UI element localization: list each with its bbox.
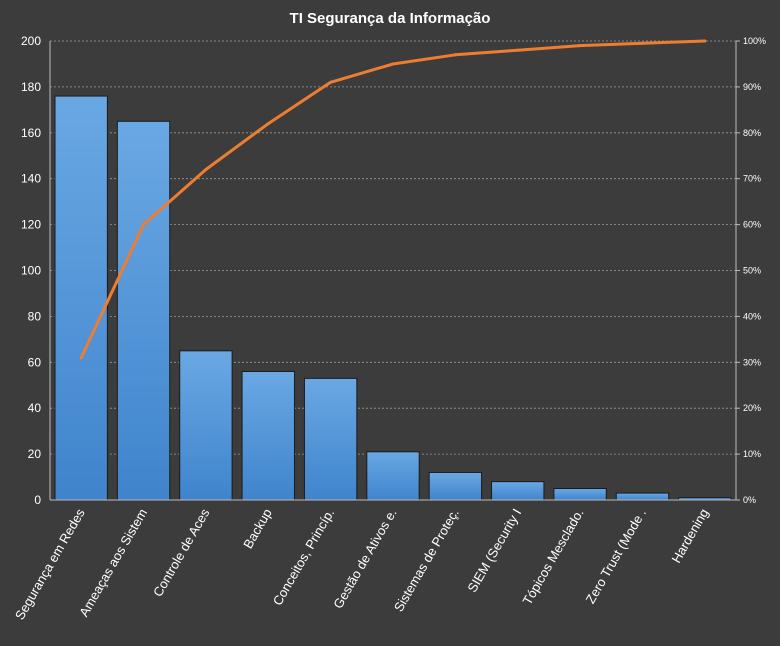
y2-tick-label: 10% bbox=[743, 449, 761, 459]
line-point bbox=[453, 53, 457, 57]
y2-tick-label: 0% bbox=[743, 495, 756, 505]
line-point bbox=[391, 62, 395, 66]
line-point bbox=[204, 168, 208, 172]
x-category-label: Hardening bbox=[668, 506, 711, 565]
x-category-label: Tópicos Mesclado. bbox=[520, 506, 587, 607]
y-tick-label: 0 bbox=[34, 493, 41, 507]
y-tick-label: 120 bbox=[21, 218, 41, 232]
bar bbox=[615, 492, 670, 501]
line-point bbox=[329, 80, 333, 84]
x-category-label: Sistemas de Proteç. bbox=[391, 506, 462, 614]
y2-tick-label: 90% bbox=[743, 82, 761, 92]
y-tick-label: 40 bbox=[28, 401, 42, 415]
bar bbox=[428, 471, 483, 501]
line-point bbox=[703, 39, 707, 43]
line-point bbox=[578, 44, 582, 48]
y-tick-label: 60 bbox=[28, 355, 42, 369]
x-category-label: Conceitos, Princíp. bbox=[270, 506, 338, 608]
y2-tick-label: 30% bbox=[743, 357, 761, 367]
cumulative-line bbox=[79, 39, 707, 360]
bar bbox=[491, 481, 545, 501]
x-category-label: Backup bbox=[240, 506, 275, 551]
y-tick-label: 140 bbox=[21, 172, 41, 186]
y2-tick-label: 40% bbox=[743, 311, 761, 321]
x-category-label: Segurança em Redes bbox=[12, 506, 88, 623]
line-point bbox=[516, 48, 520, 52]
y-tick-label: 100 bbox=[21, 264, 41, 278]
bar bbox=[116, 120, 171, 501]
y-tick-label: 80 bbox=[28, 309, 42, 323]
y2-tick-label: 100% bbox=[743, 36, 766, 46]
y2-tick-label: 80% bbox=[743, 128, 761, 138]
y2-tick-label: 70% bbox=[743, 174, 761, 184]
bar bbox=[54, 95, 108, 501]
x-category-label: Controle de Aces bbox=[150, 506, 213, 600]
line-point bbox=[640, 41, 644, 45]
x-category-label: Gestão de Ativos e. bbox=[330, 506, 399, 611]
y-tick-label: 160 bbox=[21, 126, 41, 140]
bar bbox=[303, 377, 358, 501]
x-category-label: Zero Trust (Mode . bbox=[583, 506, 649, 606]
y-tick-label: 20 bbox=[28, 447, 42, 461]
chart-title: TI Segurança da Informação bbox=[290, 10, 491, 27]
x-category-label: Ameaças aos Sistem bbox=[76, 506, 150, 619]
bar bbox=[241, 370, 295, 501]
y2-tick-label: 60% bbox=[743, 220, 761, 230]
bar bbox=[553, 488, 607, 501]
line-point bbox=[266, 122, 270, 126]
line-point bbox=[142, 223, 146, 227]
bar bbox=[179, 350, 233, 501]
y2-tick-label: 50% bbox=[743, 266, 761, 276]
cumulative-line-layer bbox=[79, 39, 707, 360]
y-tick-label: 200 bbox=[21, 34, 41, 48]
line-point bbox=[79, 356, 83, 360]
x-category-label: SIEM (Security I bbox=[464, 506, 524, 595]
bar-layer bbox=[54, 95, 732, 501]
bar bbox=[366, 451, 420, 501]
y2-tick-label: 20% bbox=[743, 403, 761, 413]
y-tick-label: 180 bbox=[21, 80, 41, 94]
